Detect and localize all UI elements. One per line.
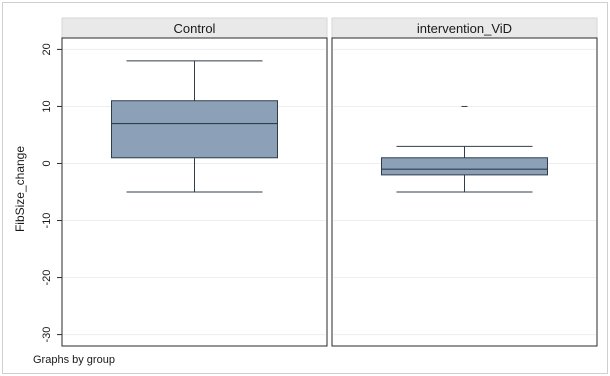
panel-1-title: Control [174,21,216,36]
panel-2-title: intervention_ViD [417,21,512,36]
y-tick-label: -30 [41,327,53,343]
y-tick-label: -20 [41,270,53,286]
chart-axis-layer: FibSize_change Graphs by group 20 10 0 -10 -… [13,38,115,366]
y-tick-label: -10 [41,213,53,229]
panel-1-box [111,100,278,159]
chart-box-layer [111,60,548,193]
y-axis-title: FibSize_change [13,146,27,232]
y-tick-label: 20 [41,43,53,55]
panel-2-box [381,157,548,176]
y-tick-label: 0 [41,160,53,166]
graphs-by-note: Graphs by group [33,354,115,366]
y-tick-label: 10 [41,100,53,112]
